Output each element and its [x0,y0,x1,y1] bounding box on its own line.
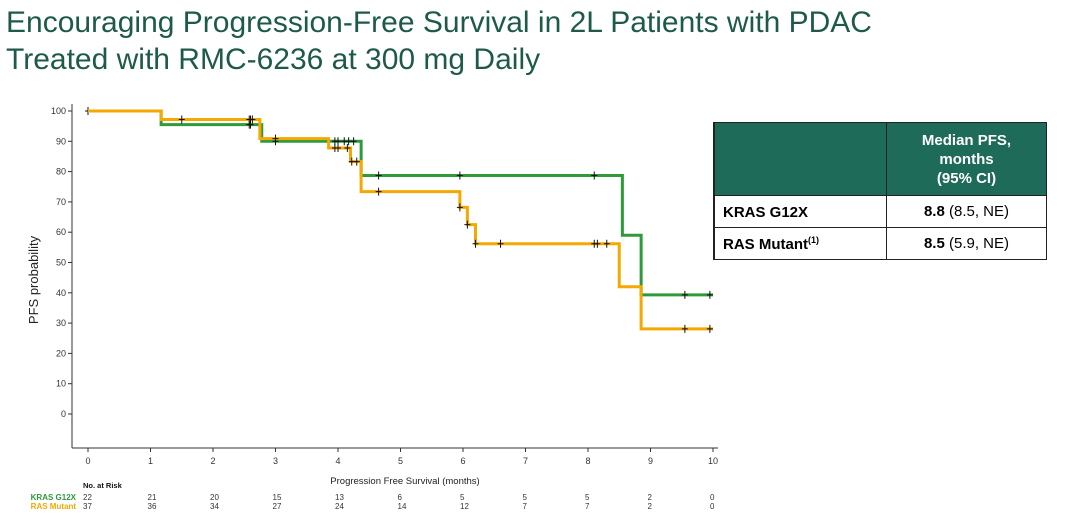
title-line-1: Encouraging Progression-Free Survival in… [6,6,872,39]
risk-count: 0 [710,502,715,511]
y-tick-label: 30 [56,318,66,328]
y-tick-label: 60 [56,227,66,237]
risk-count: 12 [460,502,469,511]
y-tick-label: 0 [61,409,66,419]
km-curve-kras-g12x [88,109,713,297]
median-pfs-header: Median PFS, months (95% CI) [886,122,1047,196]
x-tick-label: 3 [273,456,278,466]
x-tick-label: 0 [85,456,90,466]
empty-header [713,122,887,196]
censor-mark [456,171,463,180]
risk-count: 24 [335,502,344,511]
censor-mark [375,171,382,180]
x-tick-label: 4 [335,456,340,466]
risk-count: 14 [398,502,407,511]
risk-count: 36 [148,502,157,511]
x-axis-label: Progression Free Survival (months) [330,476,479,487]
table-row: KRAS G12X 8.8 (8.5, NE) [713,195,1047,228]
risk-count: 27 [273,502,282,511]
risk-count: 22 [83,493,92,502]
risk-count: 2 [648,493,653,502]
censor-mark [272,134,279,143]
row-label: RAS Mutant(1) [713,227,887,260]
risk-count: 0 [710,493,715,502]
censor-mark [706,324,713,333]
risk-row-label: KRAS G12X [31,493,77,502]
risk-count: 7 [585,502,590,511]
y-tick-label: 20 [56,348,66,358]
y-tick-label: 50 [56,258,66,268]
risk-count: 5 [460,493,465,502]
x-tick-label: 1 [148,456,153,466]
censor-mark [353,157,360,166]
censor-mark [335,143,341,152]
y-tick-label: 90 [56,136,66,146]
risk-count: 21 [148,493,157,502]
median-value: 8.8 (8.5, NE) [886,195,1047,228]
risk-count: 15 [273,493,282,502]
slide-title: Encouraging Progression-Free Survival in… [6,4,872,78]
censor-mark [497,239,504,248]
censor-mark [472,239,479,248]
title-line-2: Treated with RMC-6236 at 300 mg Daily [6,43,541,76]
x-tick-label: 7 [523,456,528,466]
x-tick-label: 6 [460,456,465,466]
y-tick-label: 100 [51,106,66,116]
censor-mark [456,203,463,212]
censor-mark [249,115,256,124]
risk-count: 7 [523,502,528,511]
censor-mark [681,324,688,333]
x-tick-label: 9 [648,456,653,466]
censor-mark [178,115,185,124]
censor-mark [375,187,382,196]
censor-mark [706,290,713,299]
y-axis-label: PFS probability [26,235,41,324]
y-tick-label: 40 [56,288,66,298]
x-tick-label: 10 [708,456,718,466]
y-tick-label: 10 [56,379,66,389]
censor-mark [594,239,601,248]
median-pfs-table: Median PFS, months (95% CI) KRAS G12X 8.8 … [713,122,1047,260]
risk-count: 2 [648,502,653,511]
y-tick-label: 80 [56,167,66,177]
x-tick-label: 8 [585,456,590,466]
x-tick-label: 2 [210,456,215,466]
censor-mark [464,220,471,229]
risk-count: 5 [523,493,528,502]
risk-table-title: No. at Risk [83,481,123,490]
risk-count: 34 [210,502,219,511]
risk-count: 6 [398,493,403,502]
risk-count: 13 [335,493,344,502]
y-tick-label: 70 [56,197,66,207]
censor-mark [344,143,351,152]
x-tick-label: 5 [398,456,403,466]
risk-count: 5 [585,493,590,502]
risk-count: 37 [83,502,92,511]
km-curve-ras-mutant [88,109,713,331]
censor-mark [591,171,598,180]
censor-mark [603,239,610,248]
median-value: 8.5 (5.9, NE) [886,227,1047,260]
censor-mark [681,290,688,299]
risk-row-label: RAS Mutant [31,502,77,511]
row-label: KRAS G12X [713,195,887,228]
censor-mark [350,137,357,146]
table-row: RAS Mutant(1) 8.5 (5.9, NE) [713,227,1047,260]
risk-count: 20 [210,493,219,502]
